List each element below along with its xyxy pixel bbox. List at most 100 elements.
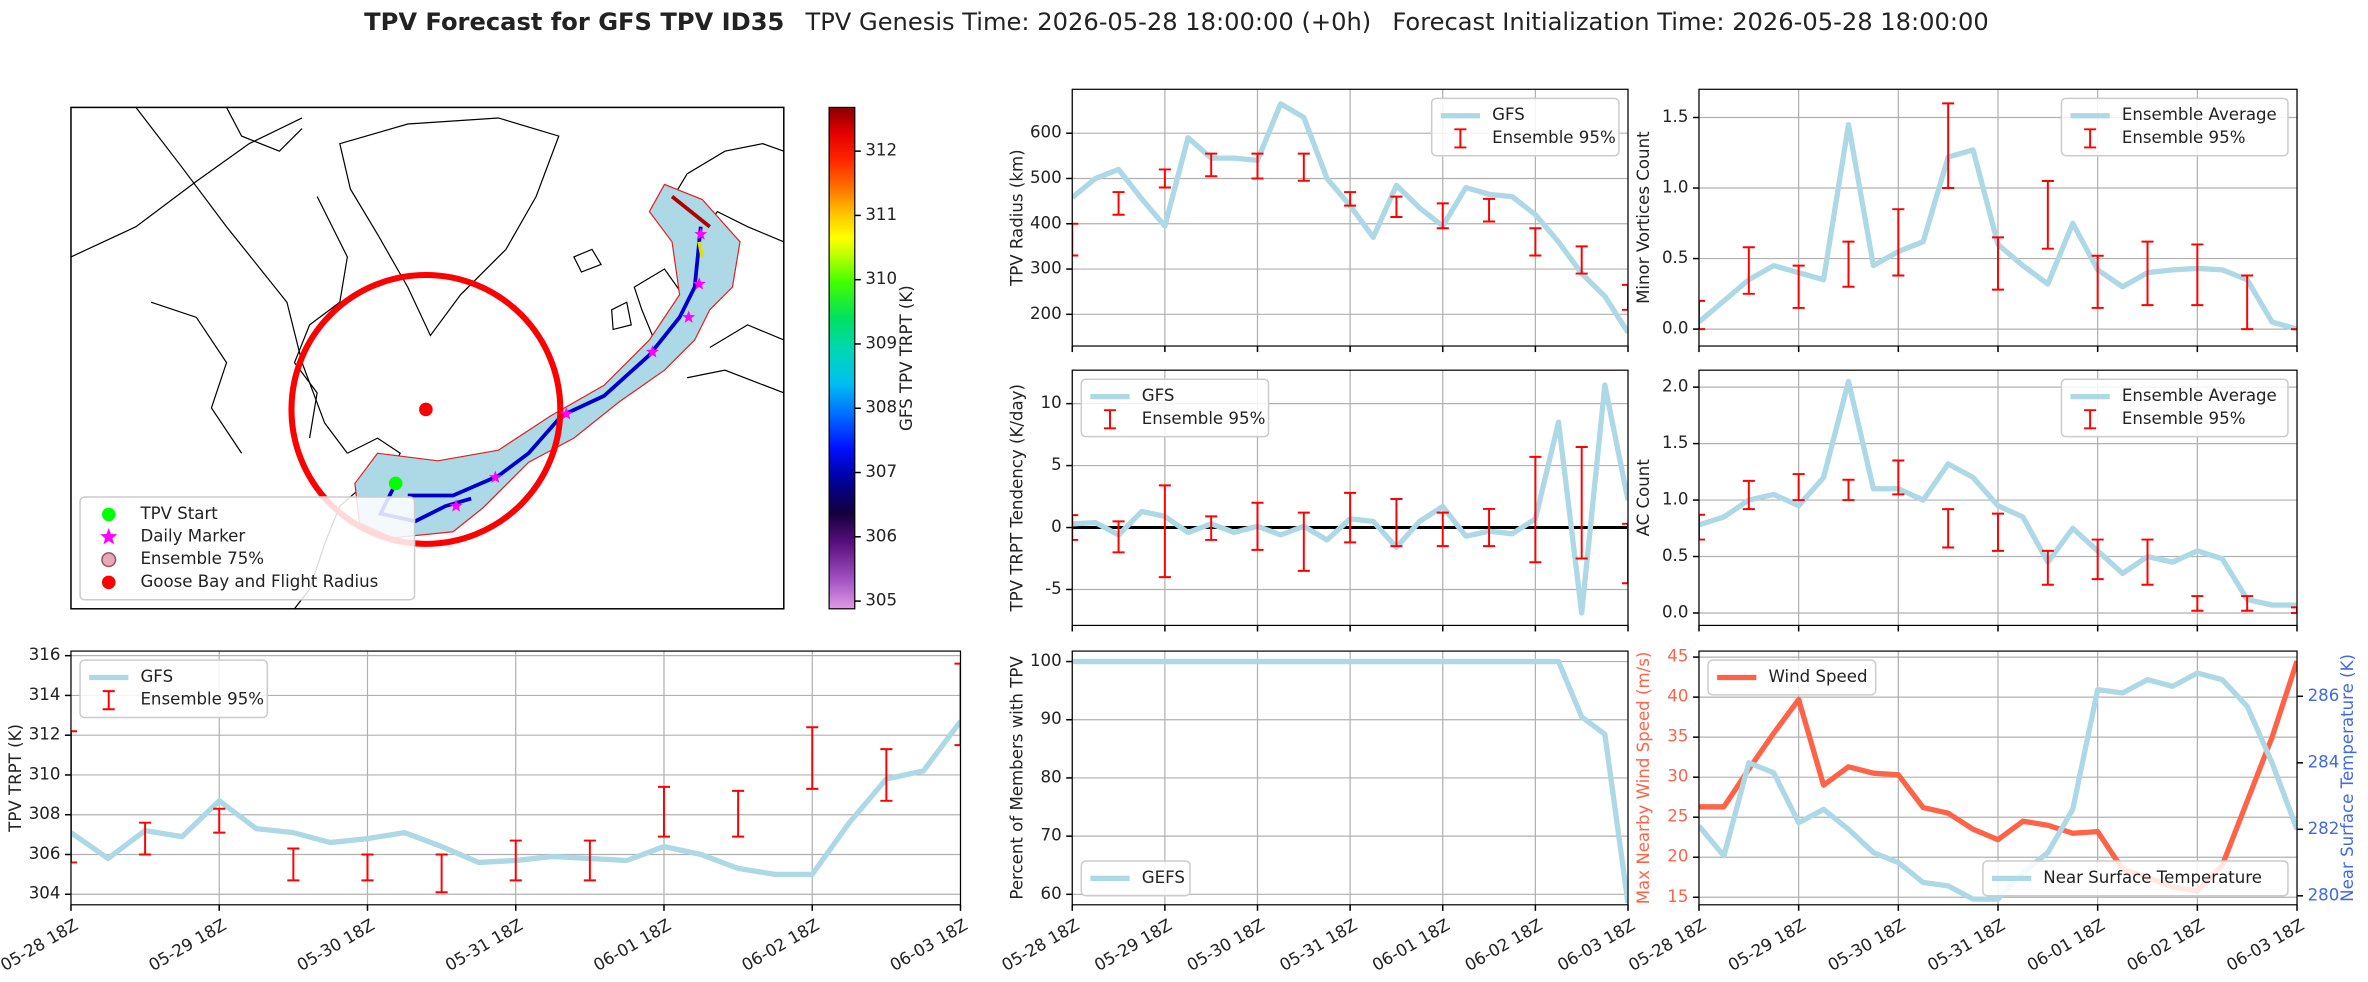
error-bar [1436, 511, 1449, 548]
error-bar [361, 853, 374, 882]
legend-swatch [102, 690, 115, 711]
error-bar [287, 847, 300, 882]
x-tick-label: 05-31 18Z [1924, 915, 2008, 974]
error-bar [2041, 179, 2054, 250]
y-tick-label: 80 [1041, 767, 1062, 786]
x-tick-label: 05-28 18Z [999, 915, 1083, 974]
x-tick-label: 06-01 18Z [2024, 915, 2108, 974]
error-bar [1072, 514, 1079, 541]
marker [419, 402, 433, 417]
y-tick-label: 304 [29, 884, 61, 903]
legend-label: GFS [1142, 386, 1175, 405]
error-bar [1621, 522, 1628, 585]
y-tick-label: 308 [29, 804, 61, 823]
error-bar [2091, 254, 2104, 309]
error-bar [1991, 236, 2005, 291]
y-tick-label: 1.0 [1662, 178, 1688, 197]
error-bar [1436, 202, 1449, 230]
error-bar [732, 789, 745, 838]
subtitle: TPV Genesis Time: 2026-05-28 18:00:00 (+… [804, 8, 1371, 36]
track [670, 195, 711, 229]
flight-radius [288, 272, 564, 547]
y-tick-label: 280 [2308, 885, 2340, 904]
legend-box [1080, 378, 1270, 438]
y-axis-label: Minor Vortices Count [1634, 131, 1653, 304]
y-tick-label: 310 [29, 764, 61, 783]
error-bar [1792, 264, 1805, 309]
error-bar [1698, 299, 1706, 331]
error-bar [139, 821, 152, 856]
error-bar [1991, 512, 2005, 552]
y-axis-label: TPV Radius (km) [1007, 149, 1026, 287]
error-bar [1158, 168, 1171, 189]
error-bar [1112, 520, 1125, 554]
x-tick-label: 05-29 18Z [145, 915, 229, 974]
y-tick-label: 300 [1030, 259, 1062, 278]
y-tick-label: 316 [29, 645, 61, 664]
error-bar [1158, 484, 1171, 579]
error-bar [1742, 246, 1755, 295]
y-tick-label: 400 [1030, 213, 1062, 232]
plot-frame [70, 650, 962, 906]
colorbar-tick-label: 305 [865, 591, 897, 610]
y-axis-label: TPV TRPT Tendency (K/day) [1007, 384, 1026, 613]
error-bar [1575, 245, 1588, 275]
legend-label: Near Surface Temperature [2043, 868, 2262, 887]
plot-series [70, 662, 961, 894]
x-tick-label: 05-30 18Z [1825, 915, 1909, 974]
error-bar [1842, 478, 1855, 502]
error-bar [1205, 152, 1218, 178]
x-tick-label: 05-29 18Z [1725, 915, 1809, 974]
x-tick-label: 05-28 18Z [0, 915, 81, 974]
subtitle: Forecast Initialization Time: 2026-05-28… [1392, 8, 1988, 36]
error-bar [1792, 473, 1805, 502]
colorbar-tick-label: 310 [865, 269, 897, 288]
error-bar [70, 730, 78, 864]
coastline [339, 117, 560, 337]
y-tick-label: 40 [1667, 687, 1688, 706]
y-tick-label: 20 [1667, 847, 1688, 866]
colorbar-tick-label: 308 [865, 398, 897, 417]
x-tick-label: 05-30 18Z [1184, 915, 1268, 974]
y-tick-label: 312 [29, 725, 61, 744]
error-bar [1251, 152, 1264, 180]
error-bar [1892, 208, 1905, 277]
error-bar [2290, 606, 2298, 614]
y-tick-label: 286 [2308, 686, 2340, 705]
error-bar [1483, 507, 1496, 548]
y-tick-label: 70 [1041, 826, 1062, 845]
legend-swatch [1103, 409, 1117, 430]
y-axis-label: Percent of Members with TPV [1007, 656, 1026, 900]
marker [101, 575, 116, 590]
error-bar [2141, 240, 2154, 307]
legend-label: TPV Start [139, 504, 218, 523]
error-bar [2241, 274, 2254, 331]
legend-label: Ensemble Average [2122, 105, 2277, 124]
x-tick-label: 06-03 18Z [2223, 915, 2307, 974]
error-bar [1529, 455, 1542, 564]
plot-series [1072, 101, 1628, 334]
series-line [1072, 658, 1628, 904]
plot-frame [1071, 369, 1629, 627]
error-bar [1344, 491, 1357, 544]
error-bar [435, 853, 448, 894]
y-tick-label: 2.0 [1662, 377, 1688, 396]
colorbar-label: GFS TPV TRPT (K) [897, 285, 916, 431]
marker [100, 528, 118, 545]
error-bar [1892, 459, 1905, 496]
coastline [150, 107, 303, 454]
y-tick-label: 500 [1030, 168, 1062, 187]
y-tick-label: 200 [1030, 304, 1062, 323]
colorbar-tick-label: 311 [865, 205, 897, 224]
coastline [293, 196, 348, 439]
y-tick-label: 0.0 [1662, 602, 1688, 621]
y-axis-label: AC Count [1634, 459, 1653, 537]
map-frame [70, 106, 785, 610]
y-tick-label: 100 [1030, 651, 1062, 670]
y-tick-label: 314 [29, 685, 61, 704]
y-tick-label: 0 [1051, 517, 1062, 536]
error-bar [1205, 515, 1218, 541]
legend-box [1430, 97, 1620, 157]
y-tick-label: 0.0 [1662, 319, 1688, 338]
